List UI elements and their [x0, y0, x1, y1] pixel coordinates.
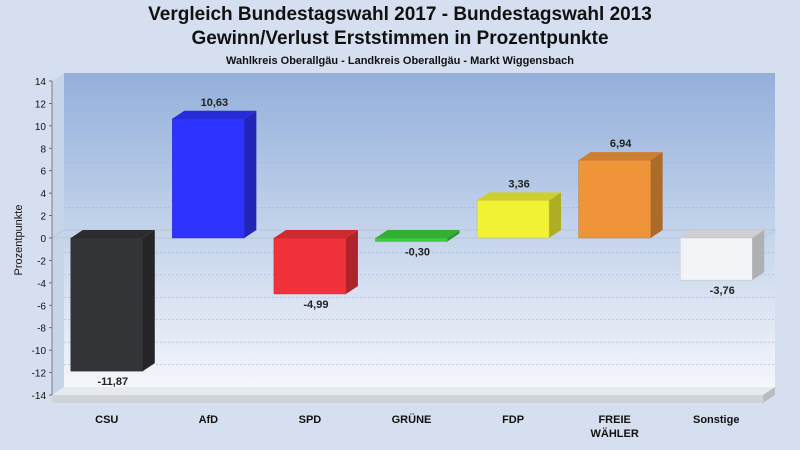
value-label: -0,30 — [405, 246, 430, 258]
bar-front — [476, 200, 550, 239]
y-tick-label: 10 — [35, 122, 47, 133]
bar-front — [578, 159, 651, 239]
y-tick-label: -4 — [37, 279, 46, 290]
category-label: SPD — [299, 414, 322, 426]
y-tick-label: 0 — [40, 234, 46, 245]
y-tick-label: -12 — [32, 369, 47, 380]
value-label: 6,94 — [610, 138, 632, 150]
bar-side — [142, 230, 155, 372]
y-tick-label: -10 — [32, 346, 47, 357]
bar — [476, 192, 562, 239]
bar-side — [244, 110, 257, 238]
plot-floor — [52, 387, 775, 395]
bar — [578, 152, 663, 239]
y-tick-label: -14 — [32, 391, 47, 402]
bar-front — [172, 118, 245, 239]
category-label: FDP — [502, 414, 524, 426]
bar-front — [679, 237, 753, 281]
category-label: AfD — [199, 414, 219, 426]
y-tick-label: -6 — [37, 301, 46, 312]
chart-title: Vergleich Bundestagswahl 2017 - Bundesta… — [148, 4, 652, 25]
bar-top — [70, 230, 155, 238]
bar-side — [650, 152, 663, 238]
bar — [679, 230, 765, 281]
bar — [70, 230, 155, 372]
y-tick-label: 4 — [40, 189, 46, 200]
value-label: -4,99 — [303, 299, 328, 311]
value-label: 10,63 — [201, 97, 229, 109]
bar-top — [680, 230, 765, 238]
category-label: WÄHLER — [591, 427, 639, 440]
y-tick-label: -2 — [37, 256, 46, 267]
bar — [172, 110, 257, 239]
plot-floor-corner — [763, 387, 775, 403]
bar-top — [273, 230, 358, 238]
bar — [375, 230, 460, 242]
bar — [273, 230, 358, 295]
value-label: -3,76 — [710, 285, 735, 297]
bar-front — [70, 237, 144, 372]
chart-subtitle: Gewinn/Verlust Erststimmen in Prozentpun… — [191, 28, 609, 49]
bar-top — [172, 110, 257, 119]
value-label: 3,36 — [508, 178, 529, 190]
category-label: CSU — [95, 414, 118, 426]
chart-region-subtitle: Wahlkreis Oberallgäu - Landkreis Oberall… — [226, 55, 574, 67]
category-label: Sonstige — [693, 414, 739, 426]
bar-top — [477, 192, 562, 201]
value-label: -11,87 — [97, 376, 128, 388]
bar-top — [578, 152, 663, 161]
category-label: FREIE — [598, 414, 630, 426]
bar-top — [375, 230, 460, 238]
plot-floor-edge — [52, 395, 763, 403]
bar-front — [375, 237, 448, 242]
y-tick-label: 8 — [40, 144, 46, 155]
y-tick-label: 2 — [40, 212, 46, 223]
y-tick-label: 6 — [40, 167, 46, 178]
category-label: GRÜNE — [392, 413, 432, 426]
bar-side — [549, 192, 562, 238]
bar-side — [752, 230, 765, 281]
y-axis-label: Prozentpunkte — [13, 205, 25, 276]
y-tick-label: -8 — [37, 324, 46, 335]
y-tick-label: 12 — [35, 99, 47, 110]
bar-front — [273, 237, 347, 295]
bar-side — [447, 230, 460, 242]
y-tick-label: 14 — [35, 77, 47, 88]
bar-side — [345, 230, 358, 294]
